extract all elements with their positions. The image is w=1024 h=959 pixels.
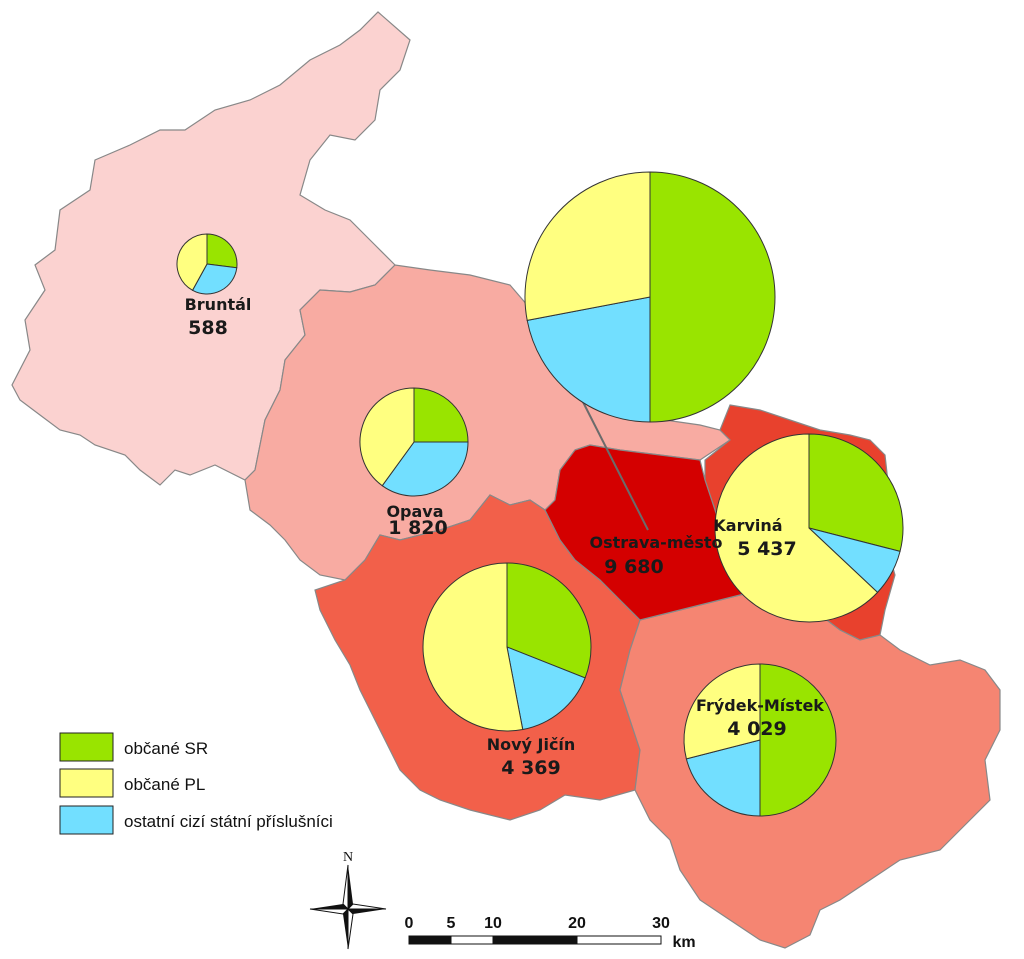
slice-pl (714, 433, 879, 623)
ostrava-leader-line (581, 399, 649, 531)
slice-sr (808, 433, 904, 552)
slice-other (685, 739, 761, 817)
label-karvina: Karviná 5 437 (713, 516, 796, 560)
district-total: 4 369 (501, 757, 561, 779)
label-frydek-mistek: Frýdek-Místek 4 029 (696, 696, 824, 740)
slice-pl (422, 562, 524, 732)
slice-pl (524, 171, 651, 322)
slice-sr (413, 387, 469, 443)
slice-other (526, 296, 651, 423)
slice-sr (206, 233, 238, 269)
pie-opava (359, 387, 469, 497)
compass-rose-icon: N (309, 850, 387, 950)
legend-swatch-pl (59, 768, 114, 798)
scale-bar: 0 5 10 20 30 km (405, 915, 696, 951)
north-label: N (343, 850, 353, 865)
district-total: 588 (188, 317, 228, 339)
pie-ostrava (524, 171, 776, 423)
label-bruntal: Bruntál 588 (185, 295, 252, 339)
pie-karvina (714, 433, 904, 623)
district-name: Bruntál (185, 295, 252, 314)
scale-tick: 10 (484, 915, 502, 932)
slice-pl (359, 387, 415, 487)
slice-pl (683, 663, 761, 760)
scale-tick: 5 (447, 915, 456, 932)
district-total: 5 437 (737, 538, 797, 560)
scale-tick: 0 (405, 915, 414, 932)
pie-novy-jicin (422, 562, 592, 732)
scale-tick: 30 (652, 915, 670, 932)
slice-other (506, 646, 586, 731)
pie-bruntal (176, 233, 238, 295)
district-total: 1 820 (388, 517, 448, 539)
legend: občané SR občané PL ostatní cizí státní … (59, 732, 333, 835)
slice-other (191, 263, 238, 295)
legend-label-pl: občané PL (124, 775, 205, 794)
legend-label-other: ostatní cizí státní příslušníci (124, 812, 333, 831)
scale-unit: km (672, 934, 695, 951)
legend-swatch-sr (59, 732, 114, 762)
slice-sr (759, 663, 837, 817)
label-opava: Opava 1 820 (386, 502, 447, 539)
pie-frydek (683, 663, 837, 817)
district-name: Nový Jičín (487, 735, 576, 754)
scale-tick: 20 (568, 915, 586, 932)
label-novy-jicin: Nový Jičín 4 369 (487, 735, 576, 779)
pie-charts (176, 171, 904, 817)
slice-pl (176, 233, 208, 291)
slice-other (381, 441, 469, 497)
legend-label-sr: občané SR (124, 739, 208, 758)
label-ostrava-mesto: Ostrava-město 9 680 (589, 533, 722, 578)
district-name: Ostrava-město (589, 533, 722, 552)
slice-sr (506, 562, 592, 679)
legend-swatch-other (59, 805, 114, 835)
district-name: Karviná (713, 516, 782, 535)
district-name: Frýdek-Místek (696, 696, 824, 715)
slice-sr (649, 171, 776, 423)
district-total: 9 680 (604, 556, 664, 578)
district-total: 4 029 (727, 718, 787, 740)
district-name: Opava (386, 502, 443, 521)
district-ostrava-mesto (544, 444, 762, 621)
